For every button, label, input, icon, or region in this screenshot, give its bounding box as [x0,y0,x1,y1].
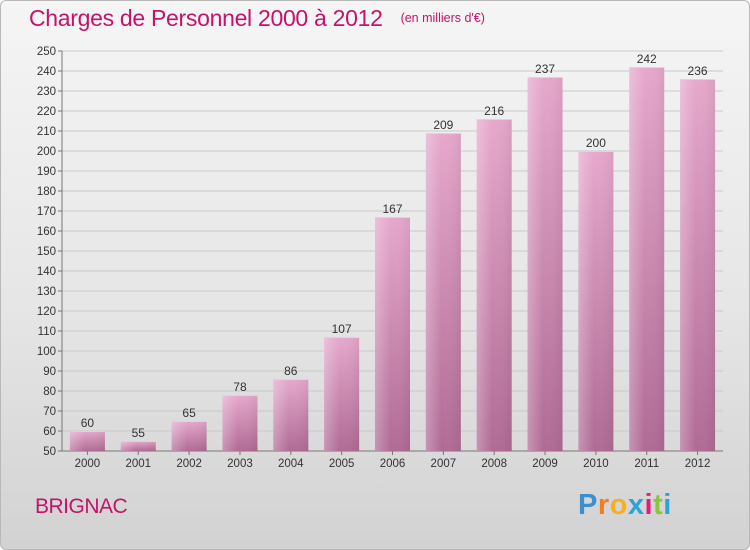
bar-highlight [171,421,207,451]
x-tick-label: 2000 [75,458,101,470]
x-tick-label: 2006 [380,458,406,470]
y-tick-label: 130 [37,286,56,298]
x-tick-label: 2005 [329,458,355,470]
data-label: 55 [132,426,146,440]
data-label: 78 [233,380,247,394]
data-label: 242 [637,52,657,66]
title-block: Charges de Personnel 2000 à 2012 (en mill… [29,5,485,32]
y-tick-label: 60 [43,426,56,438]
y-tick-label: 230 [37,86,56,98]
x-tick-label: 2001 [125,458,151,470]
x-tick-label: 2003 [227,458,253,470]
y-tick-label: 250 [37,46,56,58]
bar-highlight [375,217,410,451]
data-label: 60 [81,416,95,430]
y-tick-label: 50 [43,446,56,458]
data-label: 236 [688,64,708,78]
bar-highlight [120,441,156,451]
brand-logo-letter: o [609,489,628,521]
bar-highlight [69,431,105,451]
bar-highlight [222,395,258,451]
bar-highlight [425,133,461,451]
brand-logo-letter: x [627,489,645,521]
x-tick-label: 2008 [481,458,507,470]
chart-unit: (en milliers d'€) [400,11,485,25]
y-tick-label: 80 [43,386,56,398]
y-tick-label: 110 [38,326,56,338]
y-tick-label: 190 [37,166,56,178]
chart-title: Charges de Personnel 2000 à 2012 [29,5,383,31]
brand-logo-letter: i [663,489,672,521]
data-label: 216 [484,104,504,118]
bar-highlight [680,79,716,451]
x-tick-label: 2004 [278,458,304,470]
y-tick-label: 220 [37,106,56,118]
brand-logo-letter: t [653,489,664,521]
y-tick-label: 150 [37,246,56,258]
brand-logo-letter: P [578,489,598,521]
bar-highlight [476,119,512,451]
brand-logo-letter: i [644,489,654,521]
bar-highlight [527,77,563,451]
y-tick-label: 240 [37,66,56,78]
bar-highlight [324,337,360,451]
y-tick-label: 200 [37,146,56,158]
x-tick-label: 2011 [634,458,659,470]
y-tick-label: 120 [37,306,56,318]
y-tick-label: 170 [37,206,56,218]
x-tick-label: 2012 [685,458,711,470]
y-tick-label: 70 [43,406,56,418]
y-tick-label: 180 [37,186,56,198]
y-tick-label: 90 [43,366,56,378]
data-label: 107 [332,322,352,336]
y-tick-label: 210 [37,126,56,138]
bar-highlight [629,67,665,451]
brand-logo-letter: r [597,489,610,521]
x-tick-label: 2010 [583,458,609,470]
y-tick-label: 100 [37,346,56,358]
data-label: 200 [586,136,606,150]
data-label: 86 [284,364,298,378]
brand-logo[interactable]: Proxiti [578,489,672,522]
x-tick-label: 2002 [176,458,202,470]
bar-highlight [578,151,614,451]
y-tick-label: 160 [37,226,56,238]
commune-name: BRIGNAC [35,495,128,518]
data-label: 65 [182,406,196,420]
data-label: 237 [535,62,555,76]
x-tick-label: 2007 [431,458,457,470]
bar-highlight [273,379,309,451]
x-tick-label: 2009 [532,458,558,470]
data-label: 209 [433,118,453,132]
data-label: 167 [382,202,402,216]
y-tick-label: 140 [37,266,56,278]
